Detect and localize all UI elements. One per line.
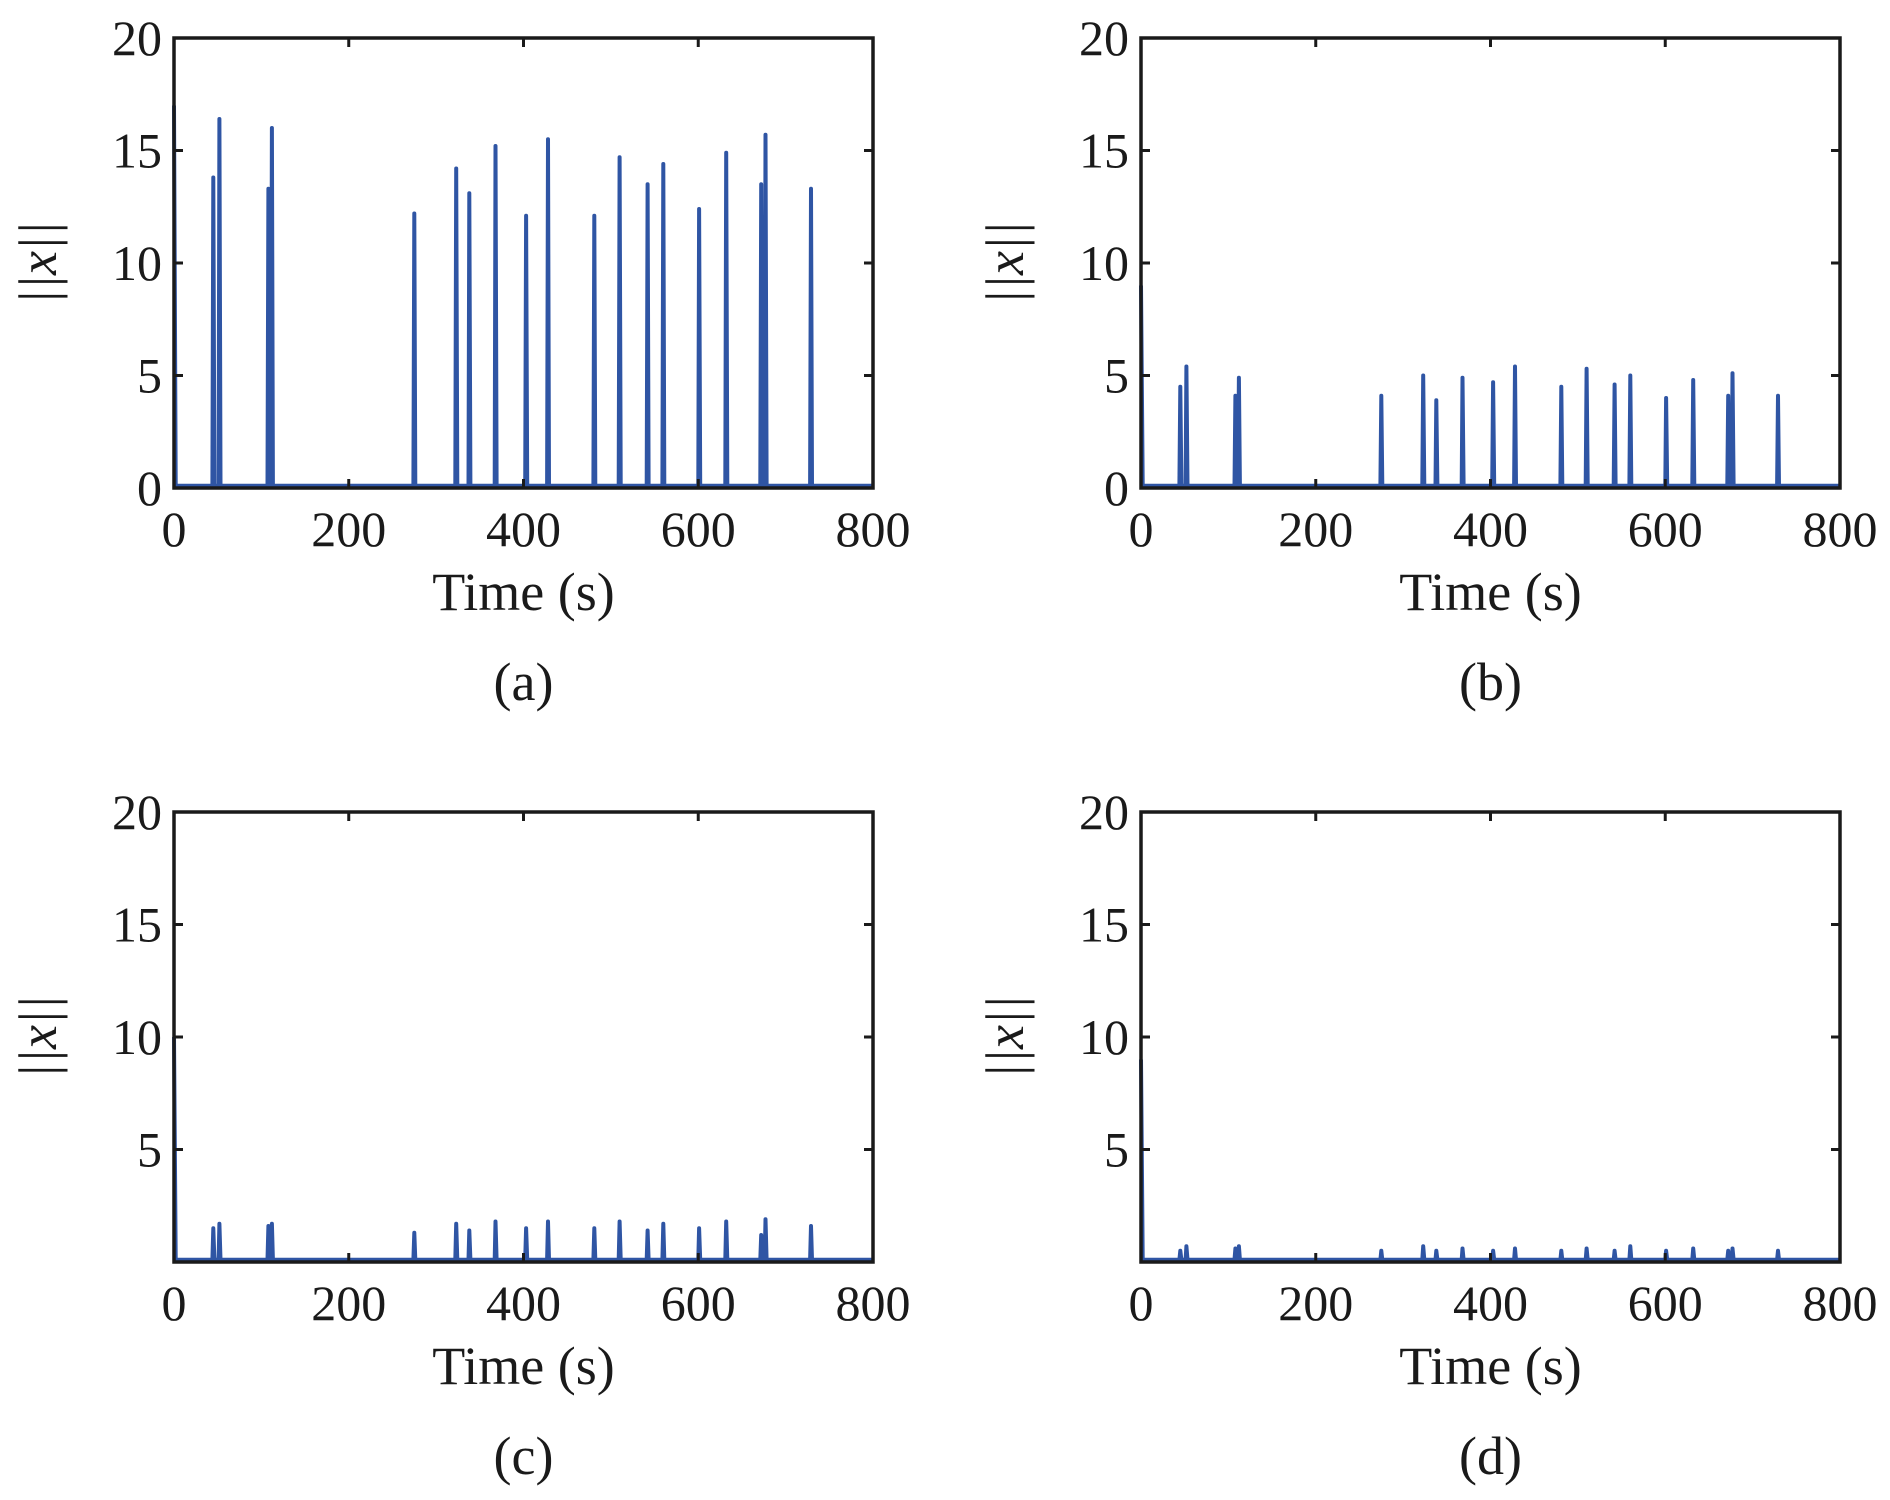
x-tick-label: 600 bbox=[1628, 501, 1703, 557]
y-tick-label: 5 bbox=[1104, 1122, 1129, 1178]
y-tick-label: 15 bbox=[112, 123, 162, 179]
y-tick-label: 15 bbox=[1079, 123, 1129, 179]
y-tick-label: 5 bbox=[137, 1122, 162, 1178]
y-tick-label: 5 bbox=[1104, 348, 1129, 404]
x-tick-label: 400 bbox=[486, 501, 561, 557]
x-tick-label: 0 bbox=[1129, 501, 1154, 557]
y-tick-label: 10 bbox=[1079, 1009, 1129, 1065]
y-tick-label: 20 bbox=[1079, 10, 1129, 66]
y-axis-title: ||x|| bbox=[8, 221, 68, 304]
x-tick-label: 0 bbox=[162, 1275, 187, 1331]
x-axis-title: Time (s) bbox=[432, 1336, 615, 1396]
y-tick-label: 10 bbox=[112, 1009, 162, 1065]
x-axis-title: Time (s) bbox=[432, 562, 615, 622]
panel-caption: (b) bbox=[1459, 652, 1522, 712]
y-axis-title: ||x|| bbox=[975, 221, 1035, 304]
y-tick-label: 20 bbox=[112, 10, 162, 66]
panel-caption: (d) bbox=[1459, 1426, 1522, 1486]
panel-caption: (c) bbox=[494, 1426, 554, 1486]
x-tick-label: 200 bbox=[311, 501, 386, 557]
x-axis-title: Time (s) bbox=[1399, 562, 1582, 622]
x-tick-label: 400 bbox=[1453, 501, 1528, 557]
y-axis-title: ||x|| bbox=[8, 995, 68, 1078]
x-tick-label: 400 bbox=[486, 1275, 561, 1331]
y-tick-label: 20 bbox=[1079, 784, 1129, 840]
x-tick-label: 800 bbox=[1803, 1275, 1878, 1331]
x-tick-label: 200 bbox=[311, 1275, 386, 1331]
y-tick-label: 0 bbox=[137, 460, 162, 516]
series-line bbox=[1139, 285, 1840, 488]
x-tick-label: 0 bbox=[162, 501, 187, 557]
panel-caption: (a) bbox=[494, 652, 554, 712]
x-tick-label: 800 bbox=[836, 1275, 911, 1331]
y-tick-label: 10 bbox=[112, 235, 162, 291]
y-tick-label: 15 bbox=[112, 897, 162, 953]
x-tick-label: 600 bbox=[661, 501, 736, 557]
plot-frame bbox=[1139, 810, 1842, 1264]
y-tick-label: 20 bbox=[112, 784, 162, 840]
series-line bbox=[172, 1036, 873, 1262]
x-tick-label: 800 bbox=[1803, 501, 1878, 557]
plot-frame bbox=[1139, 36, 1842, 490]
panel-a: 0 200 400 600 800 0 5 10 15 20 ||x|| Time (s) (a) bbox=[8, 10, 911, 712]
series-line bbox=[1139, 1059, 1840, 1262]
y-tick-label: 10 bbox=[1079, 235, 1129, 291]
series-line bbox=[172, 105, 873, 488]
x-tick-label: 600 bbox=[661, 1275, 736, 1331]
x-tick-label: 200 bbox=[1278, 501, 1353, 557]
x-axis-title: Time (s) bbox=[1399, 1336, 1582, 1396]
y-axis-title: ||x|| bbox=[975, 995, 1035, 1078]
y-tick-label: 5 bbox=[137, 348, 162, 404]
x-tick-label: 200 bbox=[1278, 1275, 1353, 1331]
panel-b: 0 200 400 600 800 0 5 10 15 20 ||x|| Time (s) (b) bbox=[975, 10, 1878, 712]
x-tick-label: 600 bbox=[1628, 1275, 1703, 1331]
x-tick-label: 800 bbox=[836, 501, 911, 557]
panel-d: 0 200 400 600 800 5 10 15 20 ||x|| Time (s) (d) bbox=[975, 784, 1878, 1486]
x-tick-label: 400 bbox=[1453, 1275, 1528, 1331]
y-tick-label: 0 bbox=[1104, 460, 1129, 516]
x-tick-label: 0 bbox=[1129, 1275, 1154, 1331]
plot-frame bbox=[172, 810, 875, 1264]
y-tick-label: 15 bbox=[1079, 897, 1129, 953]
panel-c: 0 200 400 600 800 5 10 15 20 ||x|| Time (s) (c) bbox=[8, 784, 911, 1486]
